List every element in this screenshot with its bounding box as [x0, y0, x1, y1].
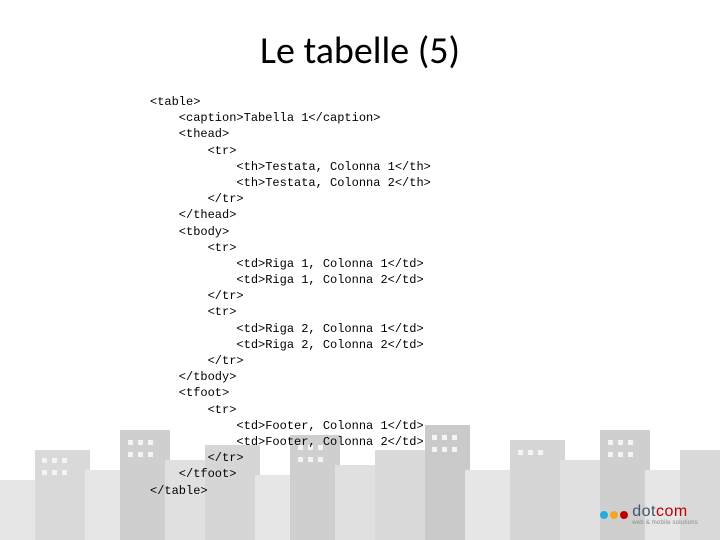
logo-word-dot: dot [632, 503, 656, 520]
code-line: </tr> [150, 289, 244, 303]
code-line: <td>Riga 2, Colonna 1</td> [150, 322, 424, 336]
code-line: </tr> [150, 451, 244, 465]
code-line: </tfoot> [150, 467, 236, 481]
slide-title: Le tabelle (5) [0, 28, 720, 74]
brand-logo: dotcom web & mobile solutions [600, 504, 698, 526]
code-line: <td>Riga 2, Colonna 2</td> [150, 338, 424, 352]
code-line: <th>Testata, Colonna 2</th> [150, 176, 431, 190]
logo-dots [600, 511, 628, 519]
code-line: <tfoot> [150, 386, 229, 400]
logo-dot-icon [610, 511, 618, 519]
logo-dot-icon [600, 511, 608, 519]
code-line: <td>Riga 1, Colonna 1</td> [150, 257, 424, 271]
code-block: <table> <caption>Tabella 1</caption> <th… [150, 94, 431, 499]
logo-text: dotcom web & mobile solutions [632, 504, 698, 526]
code-line: <tr> [150, 241, 236, 255]
code-line: <tbody> [150, 225, 229, 239]
code-line: </tr> [150, 192, 244, 206]
code-line: <tr> [150, 144, 236, 158]
code-line: <td>Footer, Colonna 2</td> [150, 435, 424, 449]
logo-subtitle: web & mobile solutions [632, 520, 698, 526]
code-line: </thead> [150, 208, 236, 222]
code-line: <thead> [150, 127, 229, 141]
code-line: <tr> [150, 305, 236, 319]
code-line: <td>Riga 1, Colonna 2</td> [150, 273, 424, 287]
code-line: <th>Testata, Colonna 1</th> [150, 160, 431, 174]
code-line: </tbody> [150, 370, 236, 384]
code-line: <tr> [150, 403, 236, 417]
code-line: <table> [150, 95, 200, 109]
logo-word-com: com [656, 503, 688, 520]
logo-dot-icon [620, 511, 628, 519]
code-line: </tr> [150, 354, 244, 368]
code-line: <caption>Tabella 1</caption> [150, 111, 380, 125]
slide: Le tabelle (5) <table> <caption>Tabella … [0, 0, 720, 540]
code-line: </table> [150, 484, 208, 498]
logo-main: dotcom [632, 504, 698, 520]
code-line: <td>Footer, Colonna 1</td> [150, 419, 424, 433]
